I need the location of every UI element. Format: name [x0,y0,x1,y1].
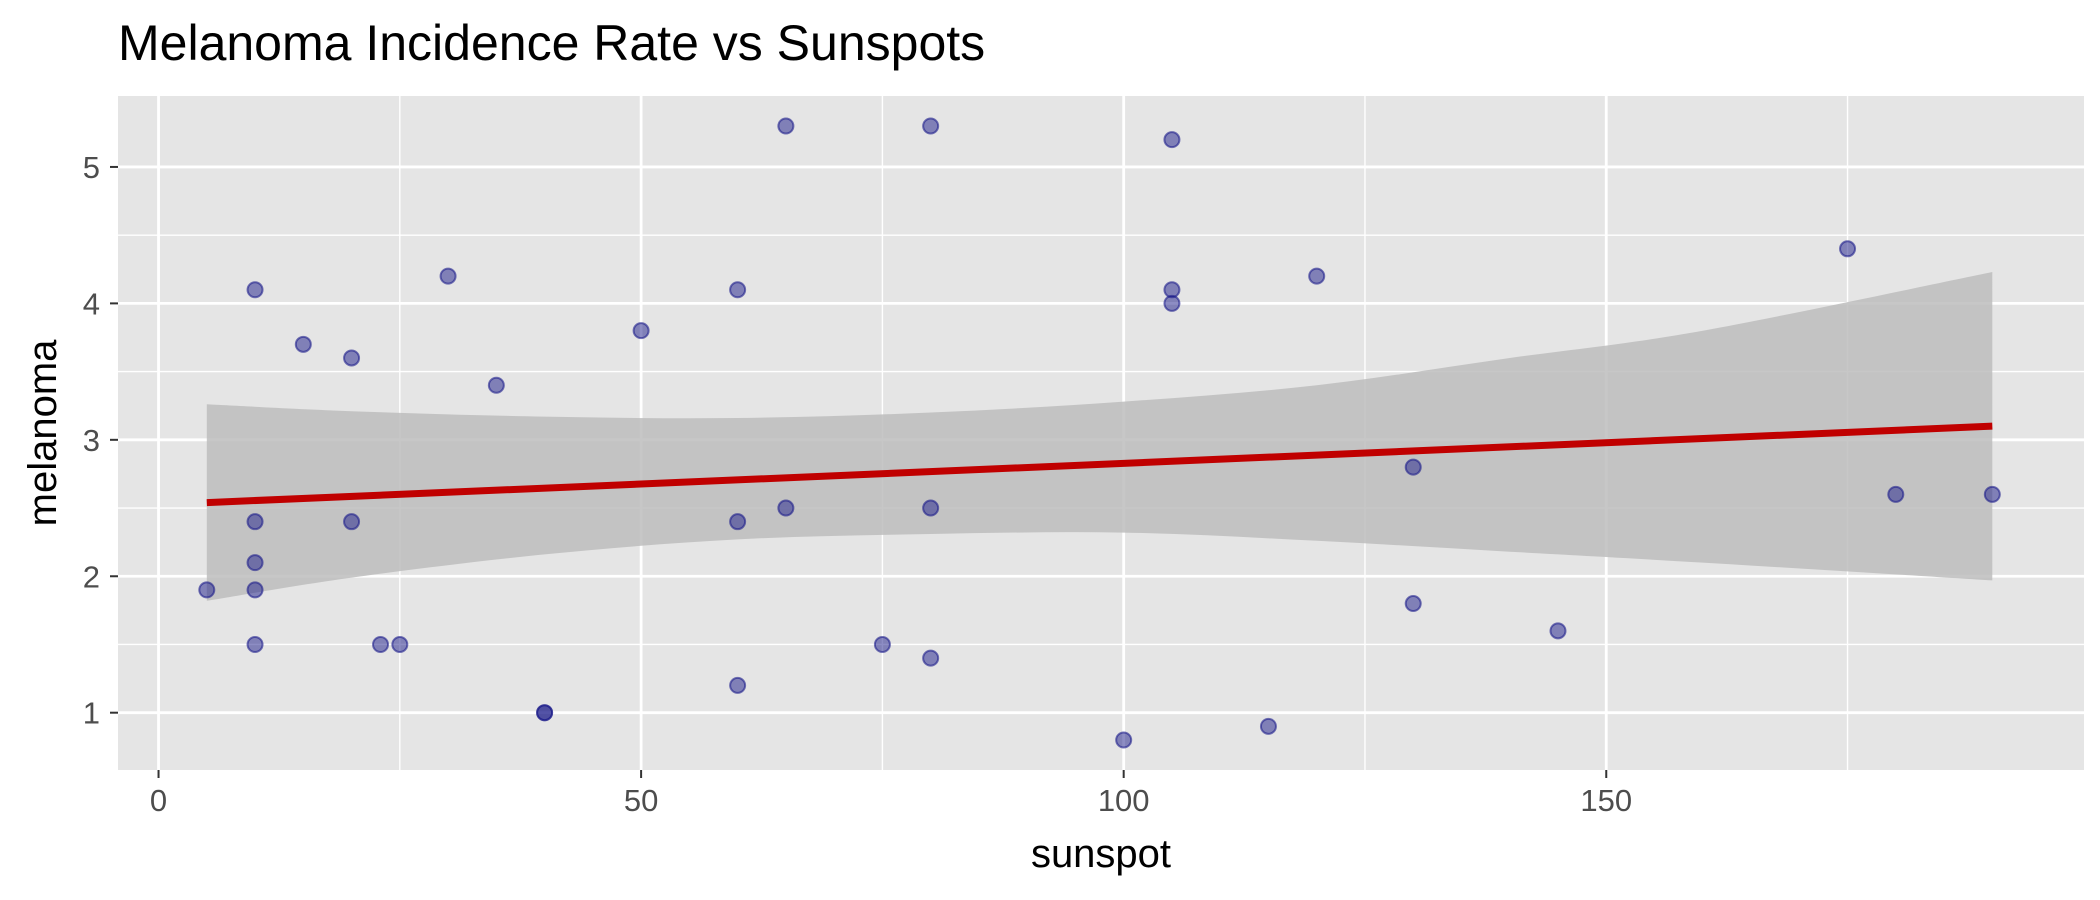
data-point-23 [922,499,940,517]
data-point-15 [632,322,650,340]
data-point-9 [372,635,390,653]
confidence-band-layer [206,272,1993,601]
data-point-29 [1259,717,1277,735]
data-point-8 [343,513,361,531]
data-point-3 [246,554,264,572]
data-point-6 [294,335,312,353]
data-point-10 [391,635,409,653]
fit-line-layer [206,422,1993,507]
data-point-19 [777,117,795,135]
fit-line [206,422,1993,507]
data-point-25 [1115,731,1133,749]
y-tick-label-1: 2 [83,559,100,594]
data-point-16 [729,281,747,299]
data-point-18 [729,676,747,694]
data-point-20 [777,499,795,517]
data-point-4 [246,581,264,599]
data-point-7 [343,349,361,367]
y-tick-label-3: 4 [83,286,100,321]
x-tick-label-3: 150 [1580,783,1632,818]
y-tick-label-0: 1 [83,696,100,731]
data-point-34 [1839,240,1857,258]
chart-title: Melanoma Incidence Rate vs Sunspots [118,15,985,71]
axis-ticks: 0 50 100 150 1 2 3 4 5 [83,150,1632,818]
data-point-1 [246,281,264,299]
x-tick-label-1: 50 [624,783,658,818]
data-point-24 [922,649,940,667]
data-point-0 [198,581,216,599]
x-tick-label-0: 0 [150,783,167,818]
confidence-band [206,272,1993,601]
data-point-22 [922,117,940,135]
data-point-30 [1308,267,1326,285]
y-tick-label-2: 3 [83,423,100,458]
data-point-5 [246,635,264,653]
data-point-21 [873,635,891,653]
data-point-2 [246,513,264,531]
data-point-28 [1163,294,1181,312]
data-point-35 [1887,485,1905,503]
y-tick-label-4: 5 [83,150,100,185]
data-point-12 [487,376,505,394]
data-point-17 [729,513,747,531]
x-tick-label-2: 100 [1098,783,1150,818]
data-point-36 [1983,485,2001,503]
data-point-26 [1163,131,1181,149]
data-point-32 [1404,595,1422,613]
x-axis-title: sunspot [1031,832,1171,876]
data-point-33 [1549,622,1567,640]
data-point-11 [439,267,457,285]
points-layer [198,117,2001,749]
data-point-31 [1404,458,1422,476]
y-axis-title: melanoma [21,339,65,527]
data-point-14 [536,704,554,722]
